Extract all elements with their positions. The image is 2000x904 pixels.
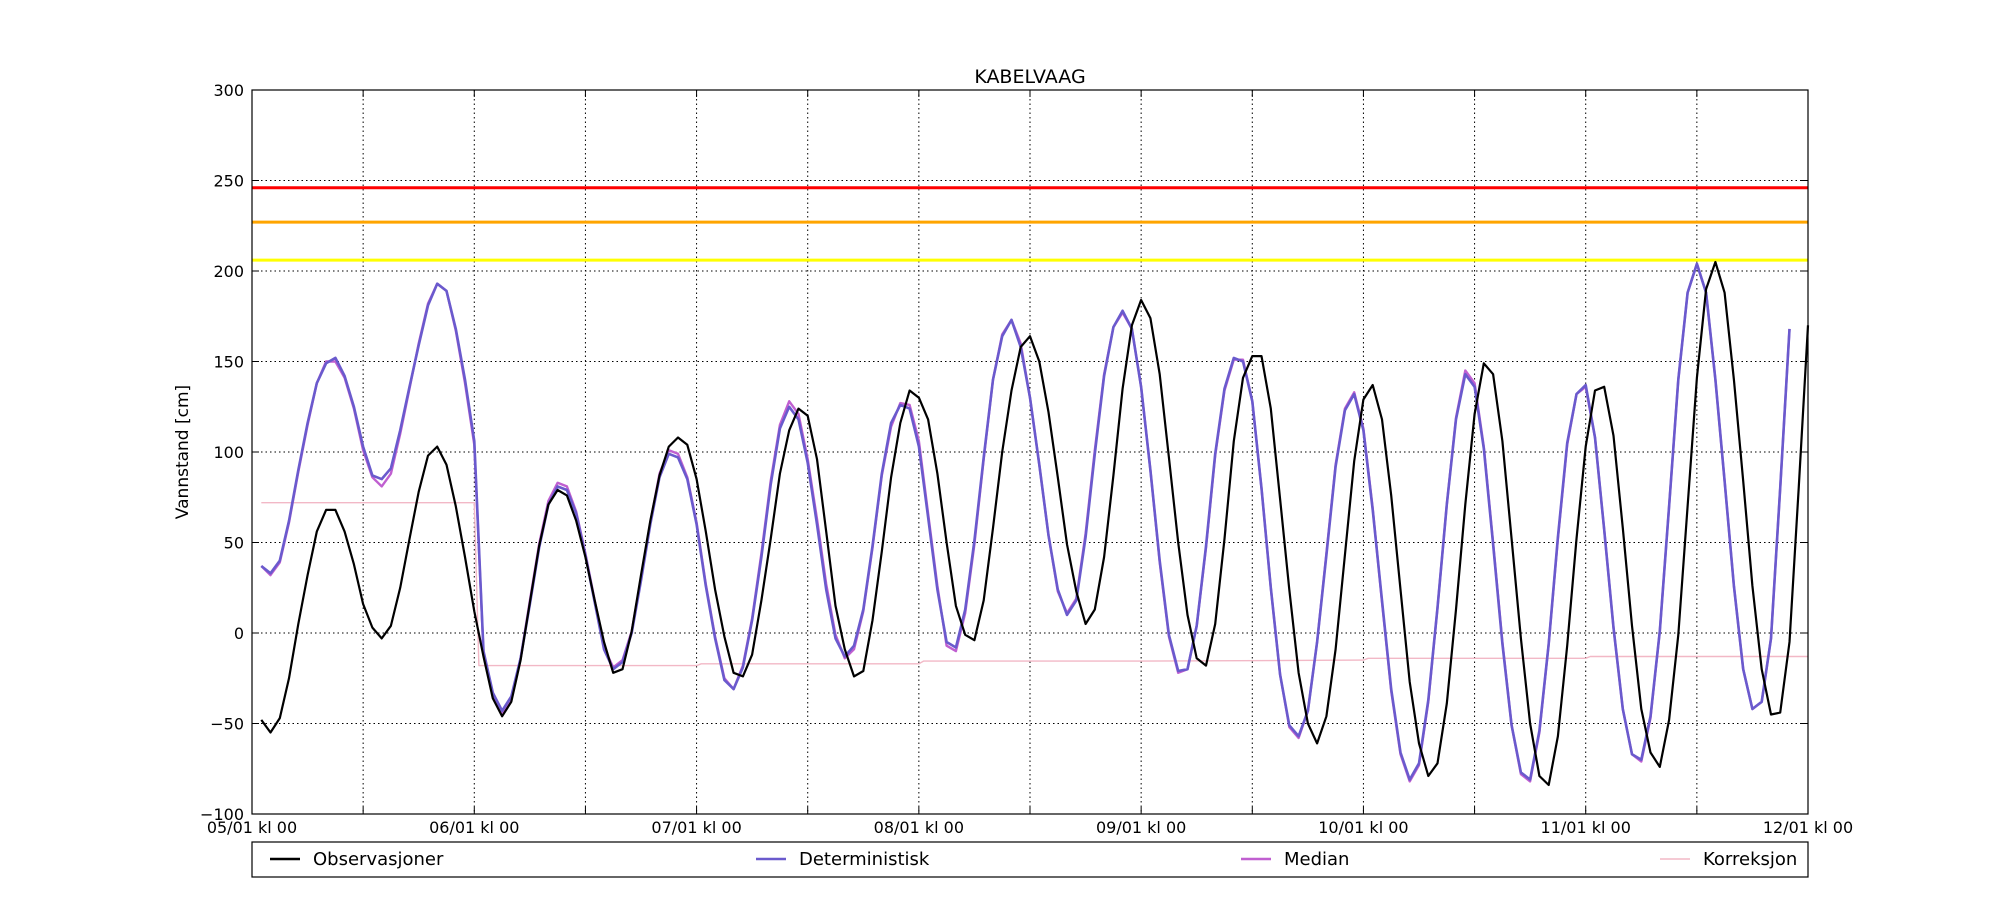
x-tick-label: 08/01 kl 00 [874, 818, 964, 837]
y-tick-label: 100 [213, 443, 244, 462]
x-tick-label: 05/01 kl 00 [207, 818, 297, 837]
x-tick-label: 07/01 kl 00 [651, 818, 741, 837]
y-tick-label: −100 [200, 805, 244, 824]
legend-label-median: Median [1284, 849, 1349, 870]
x-tick-label: 11/01 kl 00 [1541, 818, 1631, 837]
legend-label-observasjoner: Observasjoner [313, 849, 444, 870]
x-tick-label: 09/01 kl 00 [1096, 818, 1186, 837]
legend: Observasjoner Deterministisk Median Korreks… [251, 841, 1809, 878]
legend-label-korreksjon: Korreksjon [1703, 849, 1797, 870]
y-tick-label: 0 [234, 624, 244, 643]
series-observasjoner [260, 260, 1810, 787]
x-tick-label: 10/01 kl 00 [1318, 818, 1408, 837]
x-tick-label: 12/01 kl 00 [1763, 818, 1853, 837]
y-tick-label: 200 [213, 262, 244, 281]
y-tick-label: 50 [224, 534, 244, 553]
threshold-lines [252, 186, 1808, 262]
legend-frame [251, 841, 1809, 878]
y-tick-label: 150 [213, 353, 244, 372]
y-tick-label: 250 [213, 172, 244, 191]
chart-title: KABELVAAG [974, 66, 1085, 88]
series-lines [260, 260, 1810, 787]
y-tick-label: −50 [210, 715, 244, 734]
x-tick-label: 06/01 kl 00 [429, 818, 519, 837]
series-korreksjon [261, 502, 1808, 667]
y-axis-label: Vannstand [cm] [173, 385, 193, 519]
legend-label-deterministisk: Deterministisk [799, 849, 930, 870]
y-tick-label: 300 [213, 81, 244, 100]
